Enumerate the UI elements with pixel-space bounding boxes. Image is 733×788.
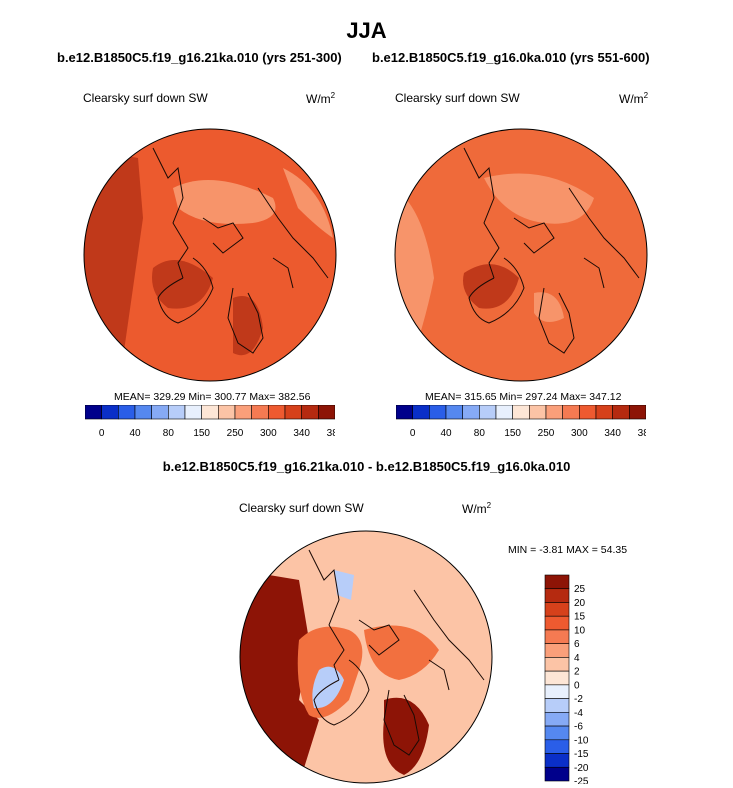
panel1-colorbar-swatch: [268, 405, 286, 420]
panel1-stats: MEAN= 329.29 Min= 300.77 Max= 382.56: [114, 391, 311, 403]
panel2-units: W/m2: [619, 91, 649, 106]
figure-title: JJA: [346, 18, 387, 43]
panel2-colorbar-swatch: [445, 405, 463, 420]
panel2-colorbar-swatch: [495, 405, 513, 420]
panel1-colorbar-swatch: [318, 405, 335, 420]
panel2-colorbar-swatch: [479, 405, 497, 420]
difference-colorbar-swatch: [544, 670, 570, 686]
panel1-colorbar-swatch: [151, 405, 169, 420]
panel2-colorbar-swatch: [595, 405, 613, 420]
panel1-colorbar-tick-label: 380: [327, 428, 335, 439]
panel1-variable-label: Clearsky surf down SW: [83, 91, 208, 105]
difference-colorbar-tick-label: 10: [574, 625, 586, 636]
panel1-colorbar-swatch: [251, 405, 269, 420]
difference-colorbar-tick-label: 2: [574, 667, 580, 678]
panel2-colorbar-tick-label: 340: [604, 428, 621, 439]
difference-colorbar-swatch: [544, 574, 570, 590]
panel1-colorbar: 0 40 80 150 250 300 340 380: [85, 405, 335, 439]
panel1-colorbar-swatch: [234, 405, 252, 420]
panel1-colorbar-swatch: [134, 405, 152, 420]
difference-colorbar-tick-label: 25: [574, 584, 586, 595]
difference-colorbar-tick-label: 0: [574, 680, 580, 691]
panel2-colorbar-swatch: [429, 405, 447, 420]
difference-colorbar-tick-label: -4: [574, 708, 583, 719]
difference-colorbar-tick-label: -2: [574, 694, 583, 705]
difference-colorbar-tick-label: 15: [574, 612, 586, 623]
difference-colorbar-swatch: [544, 629, 570, 644]
difference-title: b.e12.B1850C5.f19_g16.21ka.010 - b.e12.B…: [162, 459, 571, 474]
panel1-colorbar-tick-label: 340: [293, 428, 310, 439]
panel2-colorbar-swatch: [545, 405, 563, 420]
difference-colorbar-tick-label: 6: [574, 639, 580, 650]
panel1-colorbar-swatch: [168, 405, 186, 420]
panel1-colorbar-tick-label: 40: [129, 428, 141, 439]
panel1-case-title: b.e12.B1850C5.f19_g16.21ka.010 (yrs 251-…: [57, 50, 342, 65]
diff-stats: MIN = -3.81 MAX = 54.35: [508, 544, 628, 556]
difference-colorbar-tick-label: -25: [574, 777, 589, 785]
difference-colorbar-swatch: [544, 684, 570, 699]
panel2-colorbar-swatch: [529, 405, 547, 420]
diff-variable-label: Clearsky surf down SW: [239, 501, 364, 515]
panel2-colorbar-tick-label: 0: [410, 428, 416, 439]
panel2-colorbar-swatch: [579, 405, 597, 420]
difference-colorbar-tick-label: -20: [574, 763, 589, 774]
panel1-colorbar-swatch: [218, 405, 236, 420]
difference-colorbar-tick-label: 4: [574, 653, 580, 664]
panel1-colorbar-swatch: [201, 405, 219, 420]
difference-colorbar-swatch: [544, 725, 570, 741]
panel2-colorbar: 0 40 80 150 250 300 340 380: [396, 405, 646, 439]
panel2-colorbar-tick-label: 40: [440, 428, 452, 439]
panel1-colorbar-tick-label: 250: [227, 428, 244, 439]
difference-colorbar-swatch: [544, 643, 570, 658]
difference-colorbar-tick-label: -10: [574, 735, 589, 746]
difference-colorbar-swatch: [544, 657, 570, 672]
panel1-colorbar-swatch: [284, 405, 302, 420]
panel2-case-title: b.e12.B1850C5.f19_g16.0ka.010 (yrs 551-6…: [372, 50, 650, 65]
panel1-polar-map: [83, 128, 337, 382]
panel1-colorbar-swatch: [301, 405, 319, 420]
panel2-colorbar-swatch: [462, 405, 480, 420]
panel2-colorbar-tick-label: 80: [474, 428, 486, 439]
panel2-colorbar-swatch: [412, 405, 430, 420]
panel2-colorbar-swatch: [629, 405, 646, 420]
difference-colorbar-tick-label: 20: [574, 598, 586, 609]
panel1-colorbar-swatch: [118, 405, 136, 420]
difference-colorbar-tick-label: -15: [574, 749, 589, 760]
difference-colorbar-swatch: [544, 712, 570, 727]
difference-colorbar-swatch: [544, 615, 570, 631]
panel2-colorbar-tick-label: 380: [638, 428, 646, 439]
panel2-variable-label: Clearsky surf down SW: [395, 91, 520, 105]
panel2-colorbar-swatch: [562, 405, 580, 420]
difference-colorbar-swatch: [544, 739, 570, 754]
panel2-stats: MEAN= 315.65 Min= 297.24 Max= 347.12: [425, 391, 622, 403]
panel2-colorbar-tick-label: 150: [504, 428, 521, 439]
difference-colorbar-swatch: [544, 766, 570, 782]
panel1-units: W/m2: [306, 91, 336, 106]
difference-colorbar-swatch: [544, 588, 570, 603]
panel1-colorbar-tick-label: 80: [163, 428, 175, 439]
panel1-colorbar-swatch: [184, 405, 202, 420]
panel1-colorbar-tick-label: 300: [260, 428, 277, 439]
difference-polar-map: [239, 530, 493, 784]
panel2-colorbar-tick-label: 300: [571, 428, 588, 439]
panel1-colorbar-tick-label: 0: [99, 428, 105, 439]
difference-colorbar-swatch: [544, 753, 570, 768]
panel2-colorbar-swatch: [612, 405, 630, 420]
difference-colorbar-swatch: [544, 698, 570, 713]
panel1-colorbar-tick-label: 150: [193, 428, 210, 439]
panel1-colorbar-swatch: [101, 405, 119, 420]
difference-colorbar-tick-label: -6: [574, 722, 583, 733]
panel2-colorbar-swatch: [396, 405, 413, 420]
difference-colorbar-swatch: [544, 602, 570, 617]
panel2-colorbar-tick-label: 250: [538, 428, 555, 439]
panel1-colorbar-swatch: [85, 405, 102, 420]
diff-units: W/m2: [462, 501, 492, 516]
panel2-colorbar-swatch: [512, 405, 530, 420]
panel2-polar-map: [394, 128, 648, 382]
